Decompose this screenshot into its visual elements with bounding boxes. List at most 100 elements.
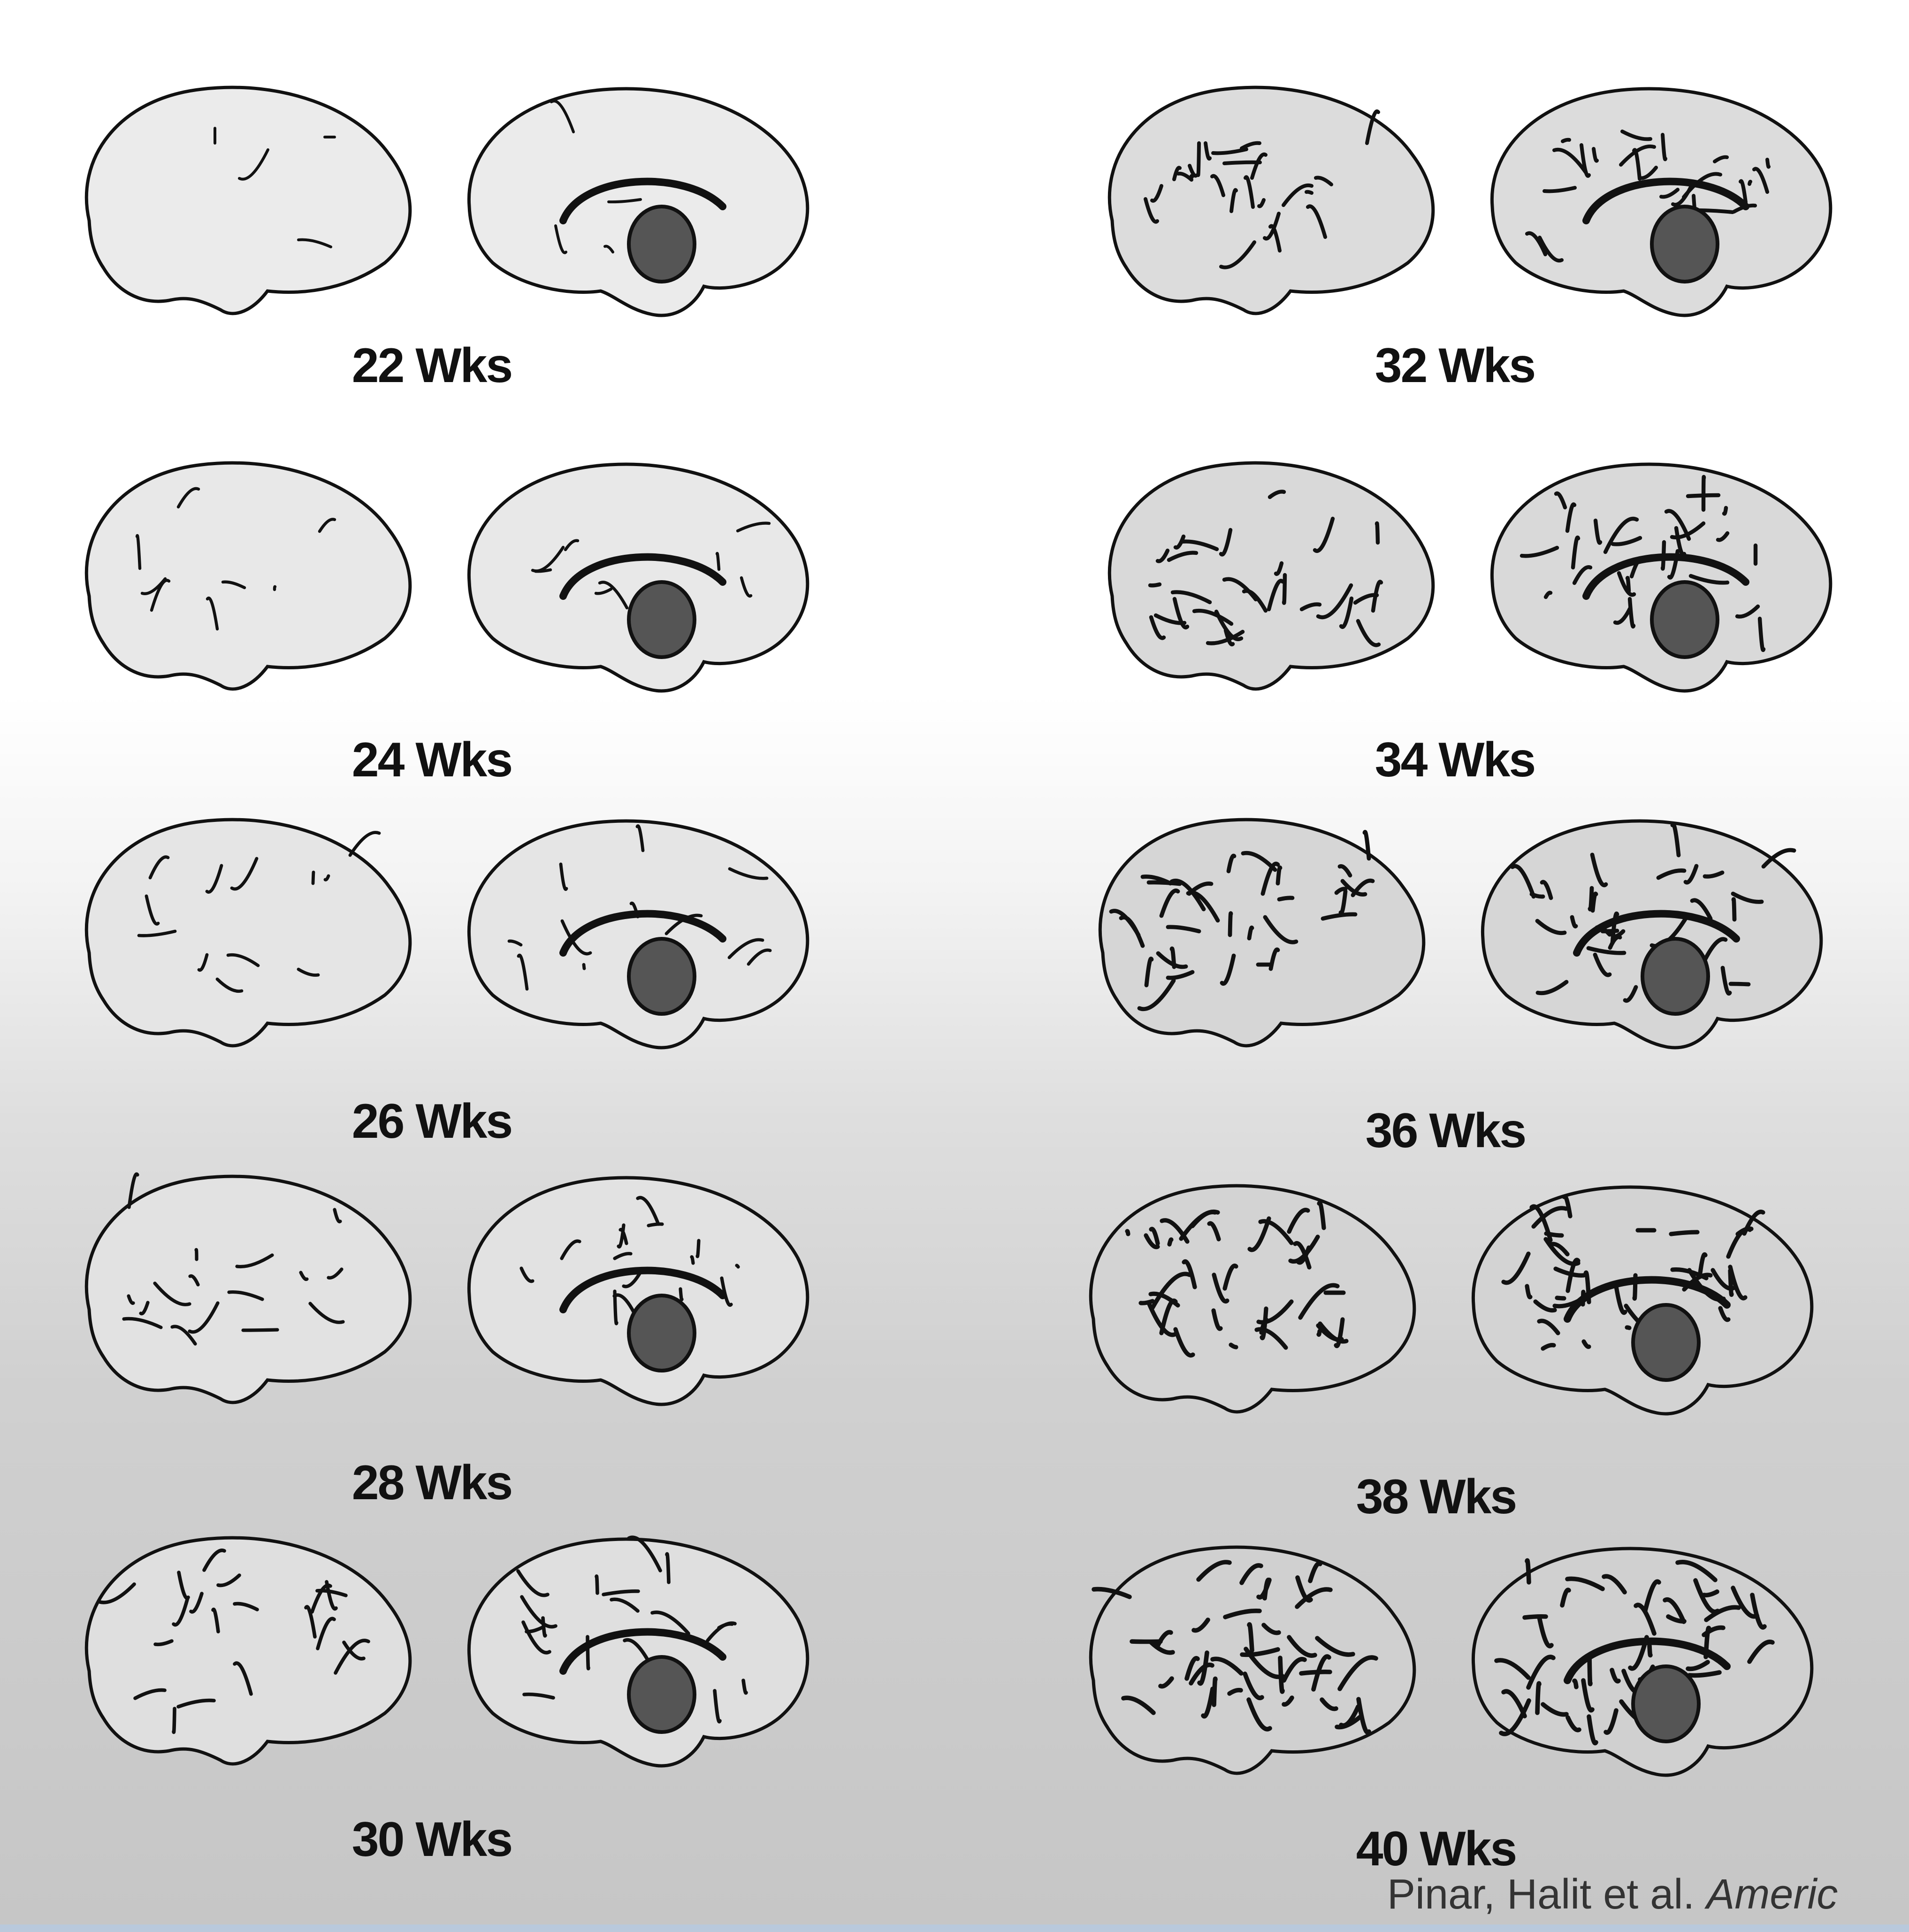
sulcus-line <box>521 1620 551 1655</box>
medial-brain-image <box>441 441 835 704</box>
brainstem <box>1631 1664 1701 1743</box>
sulcus-line <box>1501 1251 1531 1285</box>
sulcus-line <box>1227 1687 1243 1696</box>
corpus-callosum <box>559 1266 726 1313</box>
sulcus-line <box>1220 953 1236 986</box>
sulcus-line <box>1201 1687 1215 1719</box>
sulcus-line <box>1538 236 1564 263</box>
sulcus-line <box>1581 1339 1591 1349</box>
sulcus-line <box>235 1253 274 1269</box>
hemisphere-outline <box>1481 819 1823 1050</box>
sulcus-line <box>1222 160 1262 165</box>
sulcus-line <box>1137 978 1176 1012</box>
sulcus-line <box>1613 1281 1627 1315</box>
sulcus-line <box>1226 853 1237 874</box>
sulcus-line <box>1121 1695 1156 1715</box>
hemisphere-outline <box>1471 1185 1814 1416</box>
corpus-callosum <box>559 910 726 957</box>
sulcus-line <box>1338 889 1348 915</box>
sulcus-line <box>613 1252 633 1260</box>
sulcus-line <box>1716 531 1730 542</box>
citation: Pinar, Halit et al. Americ <box>1387 1871 1909 1919</box>
lateral-brain-svg <box>1107 461 1435 691</box>
sulcus-line <box>1158 1676 1174 1689</box>
sulcus-line <box>1592 147 1599 163</box>
lateral-brain-image <box>1070 441 1464 704</box>
sulcus-line <box>1697 1252 1708 1279</box>
sulcus-line <box>1321 912 1358 921</box>
sulcus-line <box>297 967 320 977</box>
sulcus-line <box>1263 915 1298 944</box>
sulcus-line <box>304 1605 317 1639</box>
sulcus-line <box>622 1270 642 1288</box>
medial-brain-image <box>1455 798 1849 1061</box>
sulcus-line <box>1533 1299 1557 1313</box>
sulcus-line <box>1254 1327 1288 1350</box>
sulcus-line <box>1207 1221 1221 1242</box>
stage-40-weeks: 40 Wks <box>1023 1526 1849 1892</box>
sulcus-line <box>665 1552 671 1584</box>
sulcus-line <box>226 953 260 967</box>
sulcus-line <box>728 867 769 880</box>
sulcus-line <box>690 1255 695 1265</box>
sulcus-line <box>720 1276 733 1307</box>
sulcus-line <box>172 1707 176 1734</box>
sulcus-line <box>1256 1578 1272 1600</box>
sulcus-line <box>1320 1697 1338 1711</box>
lateral-brain-image <box>47 1155 441 1418</box>
sulcus-line <box>1298 1283 1340 1320</box>
hemisphere-outline <box>1490 87 1833 317</box>
sulcus-line <box>1731 1586 1759 1619</box>
corpus-callosum <box>559 553 726 600</box>
sulcus-line <box>1726 1227 1752 1259</box>
sulcus-line <box>297 238 332 248</box>
medial-brain-svg <box>467 1535 809 1768</box>
sulcus-line <box>1144 957 1154 988</box>
sulcus-line <box>650 1610 690 1635</box>
brainstem <box>627 1294 696 1372</box>
sulcus-line <box>1587 1714 1598 1746</box>
sulcus-line <box>1287 1208 1310 1234</box>
sulcus-line <box>1752 167 1769 194</box>
sulcus-line <box>1150 1272 1192 1310</box>
sulcus-line <box>1150 184 1163 203</box>
sulcus-line <box>1184 1656 1200 1681</box>
sulcus-line <box>1613 606 1632 625</box>
citation-authors: Pinar, Halit et al. <box>1387 1871 1707 1918</box>
sulcus-line <box>713 1689 722 1724</box>
brainstem <box>627 1655 696 1734</box>
sulcus-line <box>1173 534 1186 550</box>
sulcus-line <box>1197 1650 1209 1686</box>
stage-34-weeks: 34 Wks <box>1042 441 1868 807</box>
sulcus-line <box>1223 1608 1262 1619</box>
sulcus-line <box>1167 551 1199 562</box>
sulcus-line <box>1204 141 1212 161</box>
corpus-callosum <box>1582 177 1749 224</box>
sulcus-line <box>1590 891 1598 913</box>
medial-brain-image <box>441 1516 835 1779</box>
sulcus-line <box>1565 502 1577 533</box>
sulcus-line <box>1239 1563 1263 1585</box>
sulcus-line <box>230 857 259 891</box>
stage-label: 40 Wks <box>1356 1822 1517 1876</box>
sulcus-line <box>316 1617 336 1650</box>
sulcus-line <box>1282 1695 1294 1707</box>
sulcus-line <box>1159 889 1180 918</box>
corpus-callosum <box>1573 910 1740 957</box>
sulcus-line <box>1541 1343 1556 1351</box>
sulcus-line <box>1526 1655 1556 1690</box>
sulcus-line <box>1593 518 1603 545</box>
sulcus-line <box>1169 878 1206 912</box>
sulcus-line <box>1675 1560 1718 1582</box>
hemisphere-outline <box>1098 818 1426 1048</box>
sulcus-line <box>1149 1227 1160 1246</box>
sulcus-line <box>1244 1647 1285 1679</box>
sulcus-line <box>519 1266 535 1283</box>
sulcus-line <box>1565 1257 1581 1293</box>
sulcus-line <box>1247 1216 1271 1252</box>
sulcus-line <box>1552 147 1588 174</box>
sulcus-line <box>1240 141 1261 150</box>
sulcus-line <box>1750 1593 1767 1630</box>
sulcus-line <box>1222 577 1258 602</box>
